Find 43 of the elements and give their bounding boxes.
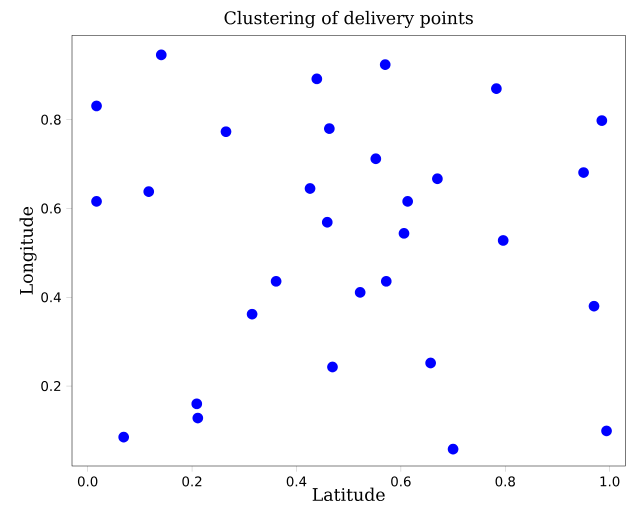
- point: [448, 444, 458, 454]
- point: [380, 59, 391, 70]
- point: [246, 308, 258, 320]
- point: [324, 123, 335, 134]
- point: [491, 83, 502, 94]
- point: [91, 100, 102, 112]
- point: [192, 412, 204, 424]
- point: [578, 167, 589, 178]
- point: [432, 173, 443, 184]
- y-tick-label: 0.6: [41, 203, 61, 214]
- x-tick-label: 0.6: [391, 476, 411, 486]
- point: [588, 300, 600, 312]
- point: [311, 74, 322, 84]
- point: [156, 50, 167, 60]
- x-tick-label: 0.8: [496, 476, 515, 486]
- point: [498, 235, 509, 246]
- x-tick-label: 0.2: [182, 476, 202, 486]
- chart-title: Clustering of delivery points: [224, 10, 473, 28]
- point: [191, 398, 202, 410]
- point: [354, 287, 366, 298]
- x-tick-label: 0.4: [286, 476, 306, 486]
- point: [91, 196, 102, 207]
- point: [118, 432, 130, 442]
- x-tick-label: 0.0: [78, 476, 98, 486]
- point: [402, 196, 413, 207]
- point: [270, 276, 282, 287]
- point: [425, 358, 436, 368]
- point: [220, 126, 232, 138]
- x-tick-label: 1.0: [600, 476, 620, 486]
- point: [398, 228, 410, 239]
- y-axis-title: Longitude: [20, 206, 37, 294]
- point: [322, 216, 333, 228]
- y-tick-label: 0.4: [41, 292, 61, 302]
- x-axis-title: Latitude: [312, 488, 385, 502]
- point: [143, 186, 154, 197]
- point: [601, 426, 612, 436]
- point: [304, 183, 316, 194]
- point: [370, 153, 382, 164]
- point: [327, 362, 338, 372]
- y-tick-label: 0.8: [41, 114, 61, 125]
- point: [380, 276, 392, 287]
- point: [596, 115, 608, 126]
- y-tick-label: 0.2: [41, 381, 60, 392]
